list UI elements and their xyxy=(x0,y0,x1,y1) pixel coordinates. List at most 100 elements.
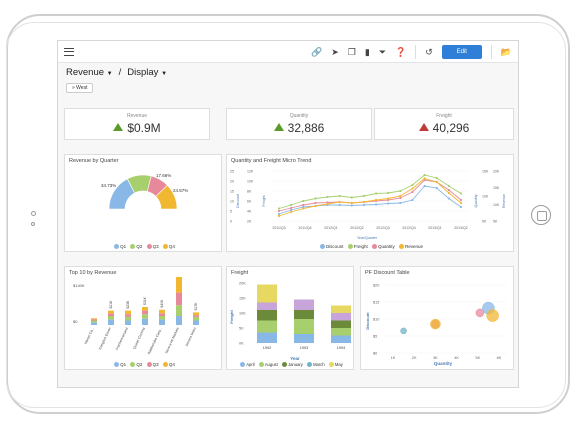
card-top10-revenue[interactable]: Top 10 by Revenue $140K $0 Hanari Ca... $… xyxy=(64,266,222,370)
share-icon[interactable]: ➤ xyxy=(331,47,339,57)
y-tick-label: $20 xyxy=(373,284,379,288)
bar-segment xyxy=(91,320,97,323)
data-point xyxy=(350,204,353,207)
stacked-bar-chart: $140K $0 Hanari Ca... $21K Königlich Essen… xyxy=(73,277,199,355)
data-label: $17K xyxy=(194,302,198,311)
sensor-dot xyxy=(31,222,35,226)
legend-swatch xyxy=(347,244,353,249)
card-quantity-freight-trend[interactable]: Quantity and Freight Micro Trend 25 20 15 1… xyxy=(226,154,514,252)
bar-segment xyxy=(193,315,199,317)
bar-segment xyxy=(108,310,114,314)
y-tick-label: 0K xyxy=(239,342,244,346)
kpi-card-freight[interactable]: Freight 40,296 xyxy=(374,108,514,140)
legend-swatch xyxy=(162,244,168,249)
kpi-card-quantity[interactable]: Quantity 32,886 xyxy=(226,108,372,140)
legend-swatch xyxy=(258,362,264,367)
y-tick-label: $0 xyxy=(373,352,377,356)
y-tick-label: $0 xyxy=(73,319,78,324)
filter-pill-west[interactable]: » West xyxy=(66,83,94,93)
card-pf-discount[interactable]: PF Discount Table $20 $15 $10 $5 $0 1K 2K 3K 4K 5… xyxy=(360,266,514,370)
legend-swatch xyxy=(130,244,136,249)
data-point xyxy=(387,202,390,205)
series-line xyxy=(278,185,462,215)
x-tick-label: 2013/Q2 xyxy=(454,226,467,230)
bar-segment xyxy=(294,310,314,319)
y-axis-title-left2: Freight xyxy=(262,196,266,207)
bar-segment xyxy=(125,320,131,325)
scatter-point xyxy=(486,309,499,322)
data-point xyxy=(338,203,341,207)
data-point xyxy=(423,177,426,180)
legend-swatch xyxy=(319,244,325,249)
data-label: 17.66% xyxy=(156,173,171,178)
card-revenue-by-quarter[interactable]: Revenue by Quarter 34.73% 17.66% 24.57% … xyxy=(64,154,222,252)
data-point xyxy=(277,209,281,213)
card-freight[interactable]: Freight 20K 15K 10K 5K 0K 1992 1993 1994 Freig… xyxy=(226,266,354,370)
data-point xyxy=(338,194,341,198)
data-label: $23K xyxy=(126,300,130,309)
legend-label: January xyxy=(287,362,303,367)
x-tick-label: 3K xyxy=(433,356,438,360)
y-tick-label: 10 xyxy=(230,200,234,204)
folder-icon[interactable]: 📂 xyxy=(500,47,512,57)
edit-button[interactable]: Edit xyxy=(441,45,482,59)
y-tick-label: 5K xyxy=(239,327,244,331)
legend-swatch xyxy=(130,362,136,367)
x-tick-label: Queen Cozinha xyxy=(132,327,146,350)
series-line xyxy=(278,179,462,212)
bar-segment xyxy=(91,318,97,320)
bar-segment xyxy=(91,319,97,321)
kpi-label: Freight xyxy=(436,113,452,119)
bar-segment xyxy=(331,313,351,321)
card-title: Freight xyxy=(231,270,249,276)
bookmark-icon[interactable]: ▮ xyxy=(364,47,370,57)
data-point xyxy=(399,189,402,193)
menu-icon[interactable] xyxy=(64,47,74,56)
data-point xyxy=(447,191,450,195)
bar-segment xyxy=(159,313,165,316)
data-point xyxy=(447,188,450,192)
legend-label: Quantity xyxy=(378,244,395,249)
x-tick-label: Save-a-lot Markets xyxy=(164,326,180,354)
data-point xyxy=(459,192,463,195)
kpi-card-revenue[interactable]: Revenue $0.9M xyxy=(64,108,210,140)
link-icon[interactable]: 🔗 xyxy=(311,47,323,57)
y-axis-title-left: Discount xyxy=(236,194,240,208)
chevron-down-icon: ▼ xyxy=(161,71,168,77)
data-label: 24.57% xyxy=(173,188,188,193)
bar-segment xyxy=(125,314,131,317)
scatter-point xyxy=(400,327,407,335)
data-point xyxy=(362,203,366,207)
data-point xyxy=(350,196,353,199)
donut-chart: 34.73% 17.66% 24.57% xyxy=(101,173,188,210)
filter-icon[interactable]: ⏷ xyxy=(378,47,387,57)
camera-dot xyxy=(31,211,36,216)
copy-icon[interactable]: ❐ xyxy=(347,47,356,57)
kpi-label: Revenue xyxy=(126,113,147,119)
data-label: $21K xyxy=(109,300,113,309)
y-axis-title-right2: Revenue xyxy=(502,194,506,208)
y-tick-label: 10K xyxy=(239,312,246,316)
bar-segment xyxy=(176,305,182,316)
x-tick-label: 1994 xyxy=(337,346,345,350)
bar-segment xyxy=(294,299,314,310)
legend-swatch xyxy=(281,362,287,367)
help-icon[interactable]: ❓ xyxy=(395,47,407,57)
chart-legend: Discount Freight Quantity Revenue xyxy=(227,244,513,249)
data-point xyxy=(399,194,402,198)
data-point xyxy=(314,201,317,205)
legend-swatch xyxy=(372,244,377,249)
trend-up-icon xyxy=(113,123,124,131)
home-button[interactable] xyxy=(531,205,551,225)
legend-swatch xyxy=(162,362,168,367)
bar-segment xyxy=(331,305,351,313)
y-tick-label: 5K xyxy=(482,220,487,224)
undo-icon[interactable]: ↺ xyxy=(425,47,433,57)
breadcrumb-display[interactable]: Display ▼ xyxy=(127,67,168,78)
data-point xyxy=(459,201,463,205)
kpi-value: 32,886 xyxy=(227,121,371,135)
breadcrumb-revenue[interactable]: Revenue ▼ xyxy=(66,67,113,78)
toolbar: 🔗 ➤ ❐ ▮ ⏷ ❓ ↺ Edit 📂 xyxy=(58,41,518,63)
x-tick-label: 2011/Q4 xyxy=(298,226,311,230)
bar-segment xyxy=(257,310,277,321)
